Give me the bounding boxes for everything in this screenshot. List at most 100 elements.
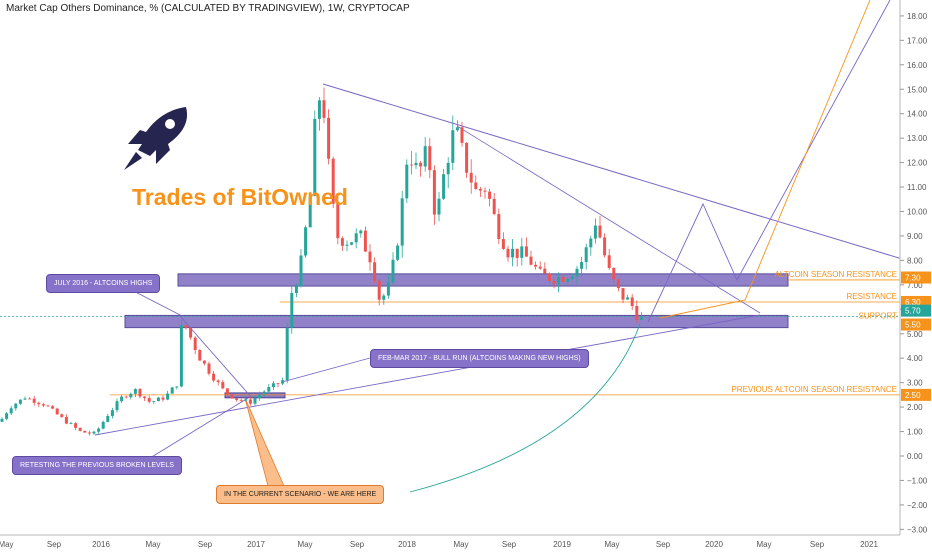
candle-body [465, 142, 469, 173]
candle-body [258, 394, 262, 399]
upper-trendline [322, 83, 932, 269]
price-tag-5-50-bg [901, 318, 931, 331]
x-tick-label: 2018 [398, 540, 416, 549]
projection-path-purple [647, 0, 891, 323]
y-tick-label: 3.00 [907, 379, 923, 388]
projection-path-orange [659, 0, 871, 319]
candle-body [524, 246, 528, 257]
candle-body [83, 430, 87, 433]
candle-body [230, 394, 234, 399]
x-tick-label: Sep [350, 540, 365, 549]
candle-body [419, 162, 423, 167]
y-tick-label: 2.00 [907, 403, 923, 412]
candle-body [92, 431, 96, 434]
candle-body [409, 164, 413, 166]
price-tag-6-30: 6.30 [905, 298, 921, 307]
candle-body [32, 398, 36, 403]
candle-body [442, 174, 446, 199]
x-tick-label: May [453, 540, 468, 549]
rocket-icon [124, 107, 188, 170]
candle-body [386, 282, 390, 296]
candle-body [396, 245, 400, 260]
candle-body [262, 391, 266, 395]
candle-body [69, 423, 73, 424]
candle-body [106, 415, 110, 422]
candle-body [60, 414, 64, 417]
candle-body [129, 393, 133, 398]
candle-body [529, 256, 533, 265]
candle-body [313, 118, 317, 196]
candle-body [189, 327, 193, 338]
candle-body [520, 246, 524, 258]
candle-body [363, 230, 367, 252]
y-tick-label: 7.00 [907, 281, 923, 290]
y-tick-label: 18.00 [907, 12, 928, 21]
x-tick-label: May [604, 540, 619, 549]
candle-body [78, 427, 82, 431]
candle-body [612, 268, 616, 280]
candle-body [322, 100, 326, 118]
chart-title: Market Cap Others Dominance, % (CALCULAT… [6, 3, 410, 14]
candle-body [51, 406, 55, 409]
leader-retest [149, 397, 249, 459]
candle-body [501, 239, 505, 249]
x-tick-label: Sep [656, 540, 671, 549]
candle-body [552, 281, 556, 284]
candle-body [359, 230, 363, 234]
y-tick-label: 8.00 [907, 256, 923, 265]
candle-body [331, 158, 335, 204]
candle-body [547, 273, 551, 282]
candle-body [423, 146, 427, 167]
x-tick-label: May [145, 540, 160, 549]
candle-body [170, 387, 174, 394]
candle-body [253, 398, 257, 404]
candle-body [276, 383, 280, 385]
leader-current [244, 397, 285, 487]
candle-body [336, 203, 340, 239]
support-label: SUPPORT [858, 312, 897, 321]
candle-body [193, 337, 197, 350]
callout-current-scenario: IN THE CURRENT SCENARIO - WE ARE HERE [216, 485, 385, 504]
candle-body [87, 432, 91, 434]
candle-body [271, 383, 275, 388]
candle-body [317, 100, 321, 119]
candle-body [23, 398, 27, 400]
candle-body [593, 225, 597, 239]
candle-body [225, 388, 229, 395]
candle-body [478, 188, 482, 191]
candle-body [603, 237, 607, 256]
candle-body [345, 244, 349, 246]
candle-body [405, 164, 409, 199]
candle-body [212, 373, 216, 381]
candle-body [221, 382, 225, 389]
altseason-resistance-label: ALTCOIN SEASON RESISTANCE [775, 270, 897, 279]
price-tag-5-70-bg [901, 304, 931, 317]
arc-curve [409, 323, 641, 493]
candle-body [511, 248, 515, 258]
candle-body [327, 117, 331, 159]
candle-body [110, 410, 114, 416]
candle-body [391, 259, 395, 283]
candle-body [9, 408, 13, 414]
candle-body [166, 393, 170, 400]
y-tick-label: 14.00 [907, 110, 928, 119]
candle-body [428, 146, 432, 171]
candle-body [156, 397, 160, 402]
candle-body [41, 404, 45, 406]
candle-body [281, 380, 285, 384]
candle-body [515, 248, 519, 258]
candle-body [414, 162, 418, 166]
x-tick-label: 2020 [705, 540, 723, 549]
candle-body [120, 396, 124, 402]
y-tick-label: 12.00 [907, 159, 928, 168]
candle-body [373, 262, 377, 281]
candle-body [248, 399, 252, 404]
x-tick-label: Sep [47, 540, 62, 549]
candle-body [46, 405, 50, 407]
candle-body [635, 306, 639, 320]
candle-body [97, 428, 101, 432]
leader-febmar [281, 357, 371, 383]
x-tick-label: 2019 [553, 540, 571, 549]
candle-body [239, 399, 243, 401]
candle-body [589, 238, 593, 248]
